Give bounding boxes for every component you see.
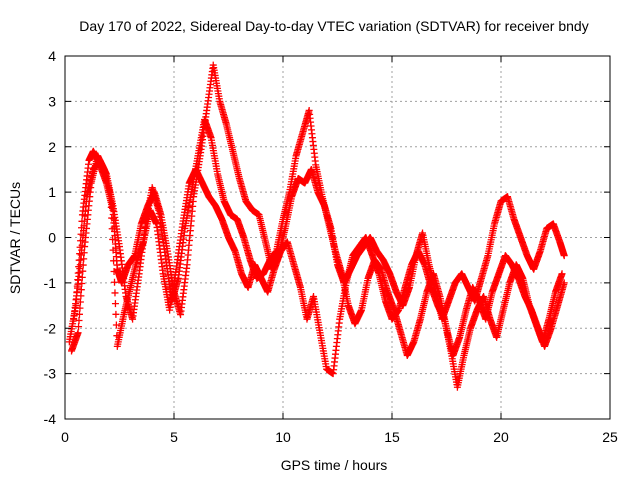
- series-track-3: [68, 152, 566, 391]
- data-point: [108, 225, 116, 233]
- data-point: [79, 261, 87, 269]
- y-tick-label: -2: [44, 320, 57, 336]
- data-point: [110, 257, 118, 265]
- x-tick-label: 5: [170, 429, 178, 445]
- data-point: [80, 249, 88, 257]
- x-tick-label: 15: [384, 429, 400, 445]
- data-point: [80, 255, 88, 263]
- data-point: [76, 298, 84, 306]
- data-point: [111, 278, 119, 286]
- data-point: [76, 250, 84, 258]
- data-point: [109, 235, 117, 243]
- x-tick-label: 20: [493, 429, 509, 445]
- data-point: [110, 268, 118, 276]
- y-tick-label: -4: [44, 411, 57, 427]
- series-track-2: [70, 106, 568, 359]
- x-axis-label: GPS time / hours: [281, 457, 388, 473]
- x-tick-label: 25: [602, 429, 618, 445]
- data-point: [77, 286, 85, 294]
- x-tick-label: 10: [275, 429, 291, 445]
- data-point: [75, 323, 83, 331]
- data-point: [76, 304, 84, 312]
- y-tick-label: -3: [44, 366, 57, 382]
- data-point: [78, 280, 86, 288]
- data-point: [111, 289, 119, 297]
- data-point: [107, 193, 115, 201]
- y-tick-label: 1: [48, 184, 56, 200]
- data-point: [79, 267, 87, 275]
- y-axis-label: SDTVAR / TECUs: [7, 182, 23, 294]
- y-tick-label: -1: [44, 275, 57, 291]
- data-point: [558, 270, 566, 278]
- data-point: [74, 329, 82, 337]
- y-tick-label: 4: [48, 48, 56, 64]
- data-point: [109, 246, 117, 254]
- x-tick-label: 0: [61, 429, 69, 445]
- series-track-1: [65, 61, 568, 346]
- data-point: [108, 214, 116, 222]
- data-point: [78, 273, 86, 281]
- y-tick-label: 3: [48, 93, 56, 109]
- data-point: [560, 252, 568, 260]
- data-point: [111, 300, 119, 308]
- data-point: [112, 321, 120, 329]
- tick-layer: 0 5 10 15 20 25 -4 -3 -2 -1 0 1 2 3 4: [44, 48, 618, 445]
- data-point: [107, 203, 115, 211]
- chart-title: Day 170 of 2022, Sidereal Day-to-day VTE…: [79, 18, 588, 34]
- data-point: [112, 310, 120, 318]
- data-point: [77, 292, 85, 300]
- y-tick-label: 2: [48, 139, 56, 155]
- data-layer: [65, 61, 568, 391]
- y-tick-label: 0: [48, 230, 56, 246]
- data-point: [75, 310, 83, 318]
- data-point: [75, 316, 83, 324]
